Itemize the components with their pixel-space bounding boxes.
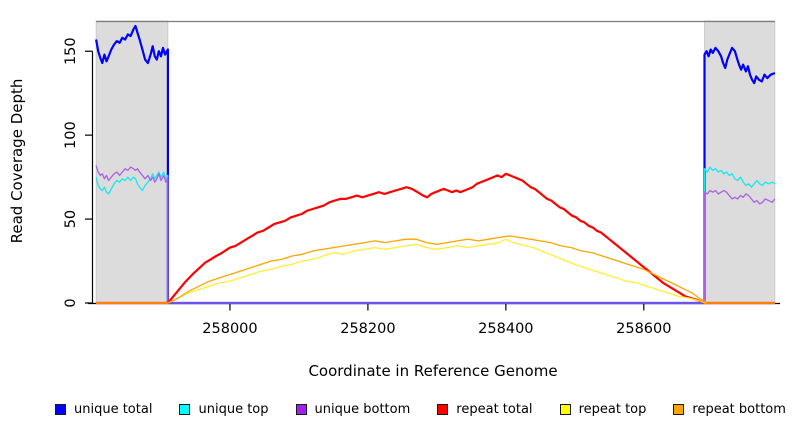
- legend-item-unique-top: unique top: [179, 401, 269, 417]
- legend-item-repeat-total: repeat total: [437, 401, 533, 417]
- y-tick-label: 100: [63, 121, 79, 149]
- y-axis-title: Read Coverage Depth: [8, 78, 26, 244]
- x-tick-label: 258000: [202, 321, 257, 337]
- legend-label: unique total: [74, 401, 153, 417]
- series-line-repeat-bottom: [96, 235, 775, 304]
- legend-swatch-repeat-total: [437, 403, 449, 415]
- legend-item-unique-bottom: unique bottom: [295, 401, 411, 417]
- series-line-repeat-total: [96, 172, 775, 305]
- legend-swatch-repeat-bottom: [673, 403, 685, 415]
- legend-item-repeat-top: repeat top: [559, 401, 647, 417]
- x-tick-label: 258600: [616, 321, 671, 337]
- legend-label: repeat total: [456, 401, 533, 417]
- legend-swatch-unique-bottom: [295, 403, 307, 415]
- legend-label: unique bottom: [314, 401, 411, 417]
- series-line-unique-top: [95, 166, 776, 304]
- legend: unique total unique top unique bottom repea…: [55, 399, 786, 419]
- x-tick-label: 258400: [478, 321, 533, 337]
- legend-label: repeat bottom: [692, 401, 786, 417]
- y-tick-label: 150: [63, 37, 79, 65]
- y-tick-label: 0: [63, 298, 79, 307]
- series-line-unique-total: [95, 24, 776, 305]
- series-line-repeat-top: [96, 238, 775, 304]
- legend-item-repeat-bottom: repeat bottom: [673, 402, 786, 417]
- x-axis-title: Coordinate in Reference Genome: [308, 362, 558, 380]
- legend-swatch-unique-total: [55, 403, 66, 415]
- x-tick-label: 258200: [340, 321, 395, 337]
- legend-swatch-unique-top: [179, 403, 191, 415]
- series-line-unique-bottom: [95, 165, 776, 304]
- legend-item-unique-total: unique total: [55, 402, 152, 417]
- legend-swatch-repeat-top: [559, 403, 571, 415]
- legend-label: unique top: [198, 401, 269, 417]
- y-tick-label: 50: [63, 210, 79, 228]
- legend-label: repeat top: [578, 401, 647, 417]
- unique-region-left-shading: [95, 20, 169, 304]
